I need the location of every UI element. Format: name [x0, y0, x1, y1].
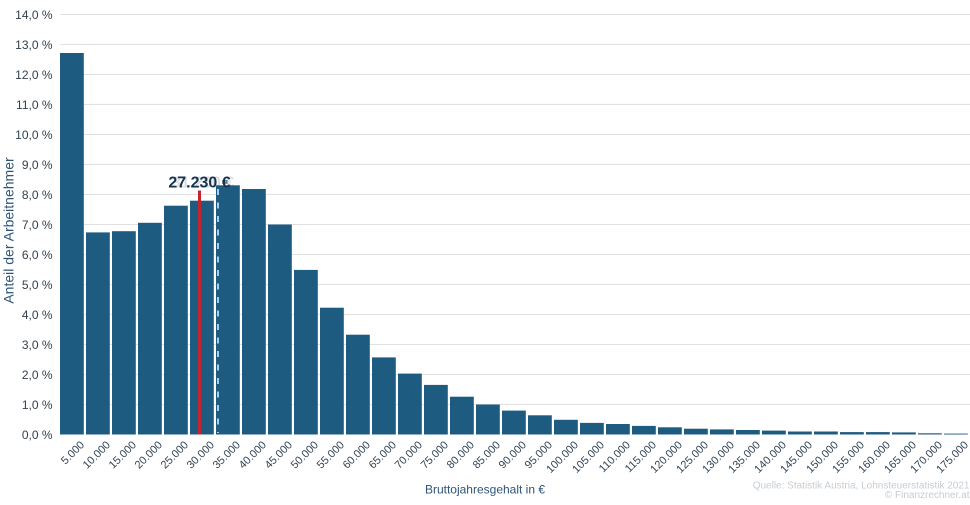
svg-text:12,0 %: 12,0 % [15, 68, 53, 82]
svg-text:13,0 %: 13,0 % [15, 38, 53, 52]
svg-text:7,0 %: 7,0 % [22, 218, 53, 232]
svg-text:5,0 %: 5,0 % [22, 278, 53, 292]
svg-text:4,0 %: 4,0 % [22, 308, 53, 322]
svg-text:2,0 %: 2,0 % [22, 368, 53, 382]
svg-text:6,0 %: 6,0 % [22, 248, 53, 262]
svg-text:Bruttojahresgehalt in €: Bruttojahresgehalt in € [425, 483, 545, 497]
svg-text:9,0 %: 9,0 % [22, 158, 53, 172]
svg-text:14,0 %: 14,0 % [15, 8, 53, 22]
svg-text:© Finanzrechner.at: © Finanzrechner.at [885, 490, 970, 500]
svg-text:Anteil der Arbeitnehmer: Anteil der Arbeitnehmer [1, 157, 17, 304]
svg-text:1,0 %: 1,0 % [22, 398, 53, 412]
svg-text:8,0 %: 8,0 % [22, 188, 53, 202]
svg-text:11,0 %: 11,0 % [16, 98, 53, 112]
svg-text:3,0 %: 3,0 % [22, 338, 53, 352]
svg-text:0,0 %: 0,0 % [22, 428, 53, 442]
svg-text:Quelle: Statistik Austria, Loh: Quelle: Statistik Austria, Lohnsteuersta… [753, 480, 970, 491]
svg-text:10,0 %: 10,0 % [15, 128, 53, 142]
svg-text:27.230 €: 27.230 € [168, 175, 230, 192]
